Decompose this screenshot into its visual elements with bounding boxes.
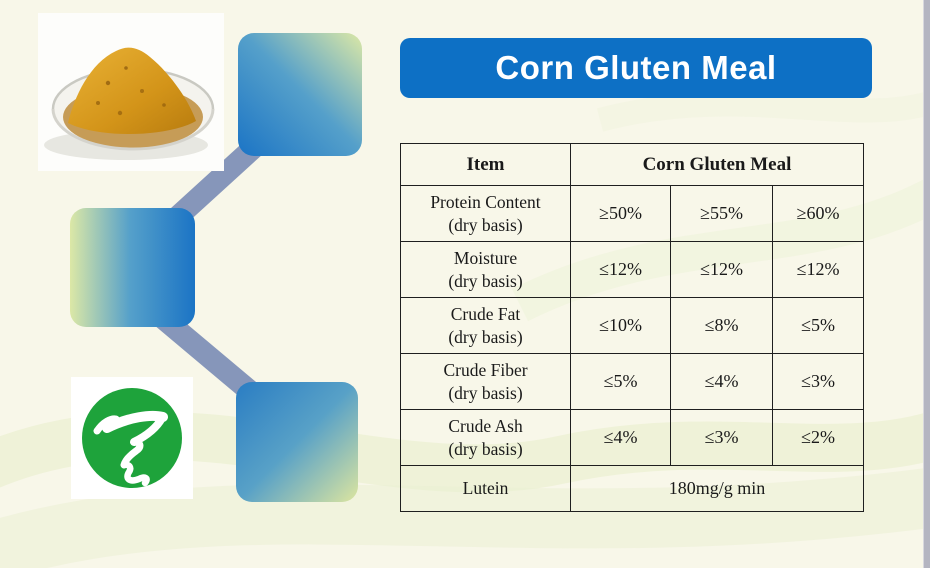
- row-label: Moisture (dry basis): [400, 241, 571, 298]
- table-row-moisture: Moisture (dry basis) ≤12% ≤12% ≤12%: [400, 241, 864, 298]
- row-label: Protein Content (dry basis): [400, 185, 571, 242]
- row-label: Crude Ash (dry basis): [400, 409, 571, 466]
- header-product: Corn Gluten Meal: [570, 143, 864, 186]
- row-label-line1: Protein Content: [430, 191, 541, 212]
- row-label-line2: (dry basis): [448, 382, 523, 403]
- row-label: Crude Fat (dry basis): [400, 297, 571, 354]
- row-value: ≥55%: [670, 185, 773, 242]
- row-value: ≤5%: [772, 297, 864, 354]
- row-label-line2: (dry basis): [448, 270, 523, 291]
- row-value: ≤3%: [670, 409, 773, 466]
- gradient-square-top-right: [238, 33, 362, 156]
- row-label-line1: Crude Fat: [450, 303, 521, 324]
- row-value: ≥50%: [570, 185, 671, 242]
- row-value: ≤10%: [570, 297, 671, 354]
- row-label-line1: Crude Fiber: [443, 359, 528, 380]
- row-label-line1: Crude Ash: [448, 415, 523, 436]
- table-row-crude-ash: Crude Ash (dry basis) ≤4% ≤3% ≤2%: [400, 409, 864, 466]
- row-label: Crude Fiber (dry basis): [400, 353, 571, 410]
- table-row-lutein: Lutein 180mg/g min: [400, 465, 864, 512]
- row-label-line2: (dry basis): [448, 438, 523, 459]
- brand-logo: [71, 377, 193, 499]
- gradient-square-bottom-right: [236, 382, 358, 502]
- table-row-crude-fiber: Crude Fiber (dry basis) ≤5% ≤4% ≤3%: [400, 353, 864, 410]
- row-label-line2: (dry basis): [448, 214, 523, 235]
- row-label-line1: Moisture: [453, 247, 518, 268]
- row-value: ≥60%: [772, 185, 864, 242]
- powder-dish-illustration: [44, 47, 215, 160]
- row-value: ≤12%: [670, 241, 773, 298]
- brand-logo-icon: [82, 388, 182, 488]
- right-edge-strip: [923, 0, 930, 568]
- row-value: ≤4%: [670, 353, 773, 410]
- row-value-lutein: 180mg/g min: [570, 465, 864, 512]
- title-banner: Corn Gluten Meal: [400, 38, 872, 98]
- row-value: ≤8%: [670, 297, 773, 354]
- row-value: ≤5%: [570, 353, 671, 410]
- spec-table: Item Corn Gluten Meal Protein Content (d…: [400, 143, 864, 512]
- table-row-protein: Protein Content (dry basis) ≥50% ≥55% ≥6…: [400, 185, 864, 242]
- page-title: Corn Gluten Meal: [495, 49, 777, 86]
- row-value: ≤2%: [772, 409, 864, 466]
- row-label-line2: (dry basis): [448, 326, 523, 347]
- row-label: Lutein: [400, 465, 571, 512]
- row-value: ≤4%: [570, 409, 671, 466]
- table-header-row: Item Corn Gluten Meal: [400, 143, 864, 186]
- row-value: ≤12%: [772, 241, 864, 298]
- table-row-crude-fat: Crude Fat (dry basis) ≤10% ≤8% ≤5%: [400, 297, 864, 354]
- product-photo: [38, 13, 224, 171]
- row-value: ≤3%: [772, 353, 864, 410]
- header-item: Item: [400, 143, 571, 186]
- row-value: ≤12%: [570, 241, 671, 298]
- gradient-square-middle: [70, 208, 195, 327]
